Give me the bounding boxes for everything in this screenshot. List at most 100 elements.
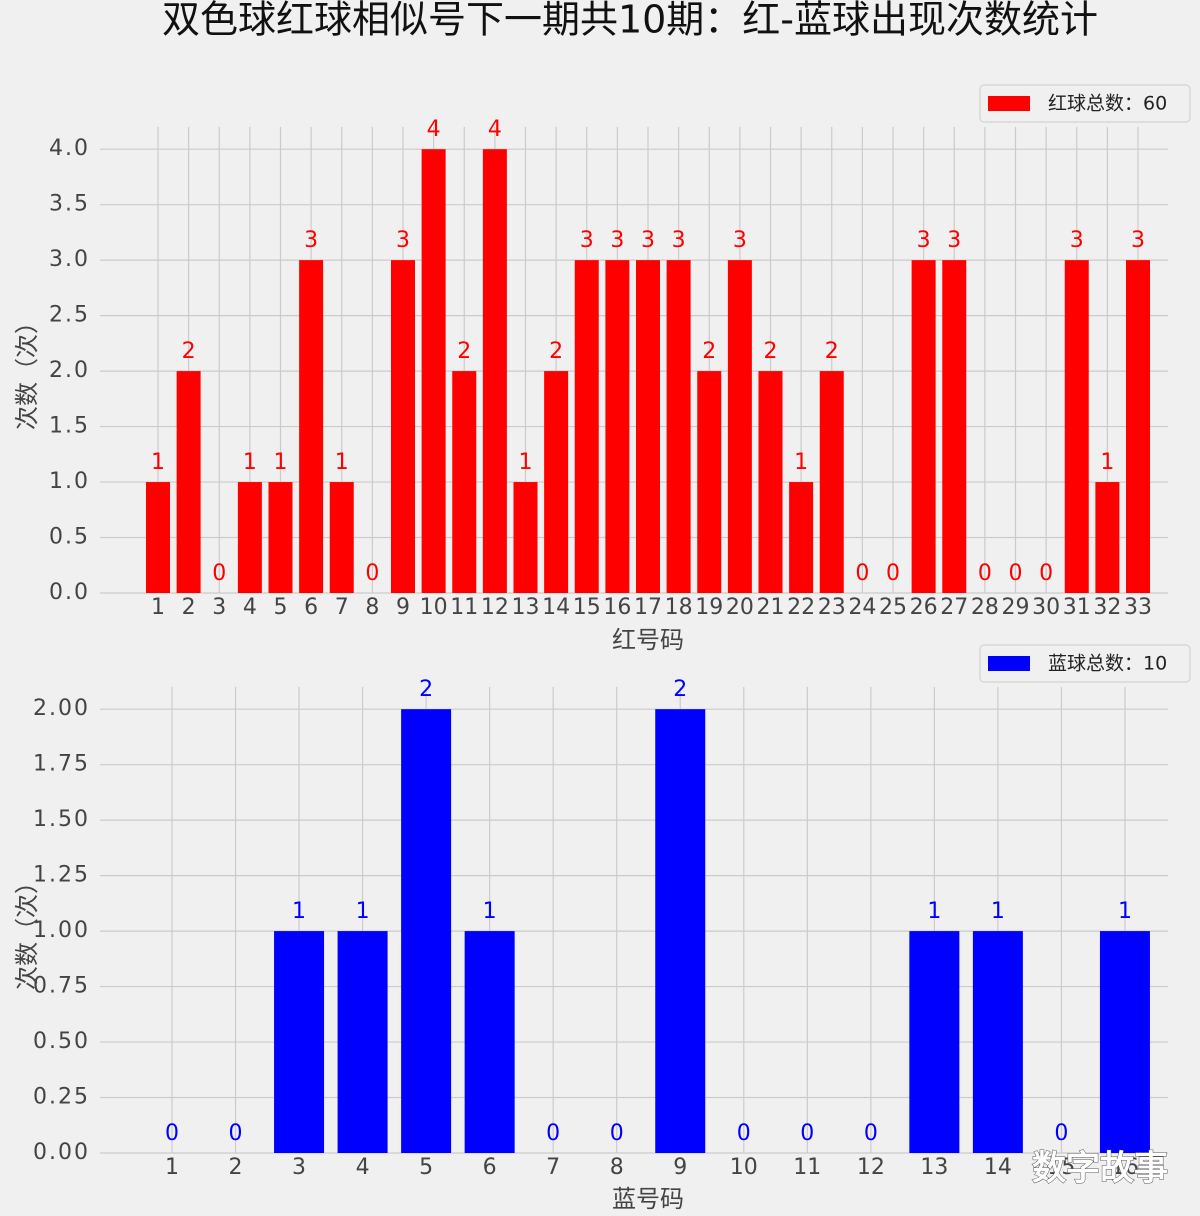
- value-label: 1: [274, 450, 288, 475]
- bar: [274, 931, 325, 1153]
- value-label: 2: [457, 339, 471, 364]
- x-tick-label: 26: [910, 595, 938, 620]
- legend-box: [979, 84, 1191, 123]
- bar: [574, 260, 599, 593]
- x-tick-label: 27: [940, 595, 968, 620]
- x-tick-label: 9: [396, 595, 410, 620]
- value-label: 0: [800, 1121, 814, 1146]
- x-tick-label: 12: [481, 595, 509, 620]
- y-tick-label: 2.0: [49, 358, 90, 383]
- value-label: 0: [1009, 561, 1023, 586]
- bar: [337, 931, 388, 1153]
- legend-swatch: [988, 96, 1030, 111]
- x-tick-label: 2: [182, 595, 196, 620]
- value-label: 0: [165, 1121, 179, 1146]
- bar: [1095, 482, 1120, 593]
- x-axis-label: 红号码: [612, 626, 684, 654]
- bar: [176, 371, 201, 593]
- x-tick-label: 8: [365, 595, 379, 620]
- watermark: 数字故事: [1032, 1149, 1168, 1189]
- x-tick-label: 5: [419, 1155, 433, 1180]
- x-axis-label: 蓝号码: [612, 1185, 684, 1213]
- bar: [789, 482, 814, 593]
- x-tick-label: 33: [1124, 595, 1152, 620]
- bar: [268, 482, 293, 593]
- x-tick-label: 9: [673, 1155, 687, 1180]
- bar: [655, 709, 706, 1153]
- x-tick-label: 1: [165, 1155, 179, 1180]
- x-tick-label: 6: [483, 1155, 497, 1180]
- y-tick-label: 4.0: [49, 136, 90, 161]
- x-tick-label: 24: [848, 595, 876, 620]
- value-label: 1: [356, 899, 370, 924]
- x-tick-label: 20: [726, 595, 754, 620]
- x-tick-label: 29: [1002, 595, 1030, 620]
- x-tick-label: 2: [229, 1155, 243, 1180]
- bar: [636, 260, 660, 593]
- value-label: 2: [673, 677, 687, 702]
- x-tick-label: 19: [695, 595, 723, 620]
- bar: [146, 482, 170, 593]
- bar: [1126, 260, 1150, 593]
- value-label: 2: [764, 339, 778, 364]
- x-tick-label: 22: [787, 595, 815, 620]
- figure-title: 双色球红球相似号下一期共10期：红-蓝球出现次数统计: [162, 0, 1098, 42]
- y-tick-label: 1.5: [49, 414, 90, 439]
- bar: [909, 931, 960, 1153]
- bar: [401, 709, 452, 1153]
- x-tick-label: 6: [304, 595, 318, 620]
- value-label: 3: [304, 228, 318, 253]
- bar: [391, 260, 415, 593]
- y-tick-label: 2.00: [33, 696, 90, 721]
- x-tick-label: 3: [212, 595, 226, 620]
- y-tick-label: 2.5: [49, 303, 90, 328]
- bar: [1099, 931, 1150, 1153]
- value-label: 0: [1039, 561, 1053, 586]
- y-tick-label: 3.0: [49, 247, 90, 272]
- value-label: 1: [483, 899, 497, 924]
- value-label: 0: [365, 561, 379, 586]
- value-label: 3: [610, 228, 624, 253]
- value-label: 1: [927, 899, 941, 924]
- value-label: 3: [641, 228, 655, 253]
- x-tick-label: 14: [984, 1155, 1012, 1180]
- x-tick-label: 21: [757, 595, 785, 620]
- bar: [329, 482, 354, 593]
- x-tick-label: 17: [634, 595, 662, 620]
- x-tick-label: 13: [920, 1155, 948, 1180]
- value-label: 0: [886, 561, 900, 586]
- x-tick-label: 32: [1093, 595, 1121, 620]
- value-label: 0: [737, 1121, 751, 1146]
- value-label: 0: [229, 1121, 243, 1146]
- value-label: 0: [855, 561, 869, 586]
- x-tick-label: 1: [151, 595, 165, 620]
- bar: [1064, 260, 1089, 593]
- value-label: 1: [151, 450, 165, 475]
- bar: [666, 260, 691, 593]
- x-tick-label: 4: [243, 595, 257, 620]
- value-label: 2: [825, 339, 839, 364]
- bar: [482, 149, 507, 593]
- value-label: 0: [864, 1121, 878, 1146]
- x-tick-label: 15: [1047, 1155, 1075, 1180]
- bar: [911, 260, 936, 593]
- value-label: 0: [610, 1121, 624, 1146]
- value-label: 0: [978, 561, 992, 586]
- value-label: 3: [672, 228, 686, 253]
- y-tick-label: 1.50: [33, 807, 90, 832]
- bar: [237, 482, 262, 593]
- y-tick-label: 1.00: [33, 918, 90, 943]
- legend-swatch: [988, 656, 1030, 671]
- bar: [464, 931, 515, 1153]
- y-tick-label: 0.5: [49, 525, 90, 550]
- value-label: 3: [580, 228, 594, 253]
- bar: [819, 371, 844, 593]
- value-label: 2: [702, 339, 716, 364]
- value-label: 3: [396, 228, 410, 253]
- x-tick-label: 12: [857, 1155, 885, 1180]
- x-tick-label: 10: [730, 1155, 758, 1180]
- y-tick-label: 3.5: [49, 192, 90, 217]
- legend-label: 蓝球总数：10: [1048, 653, 1167, 675]
